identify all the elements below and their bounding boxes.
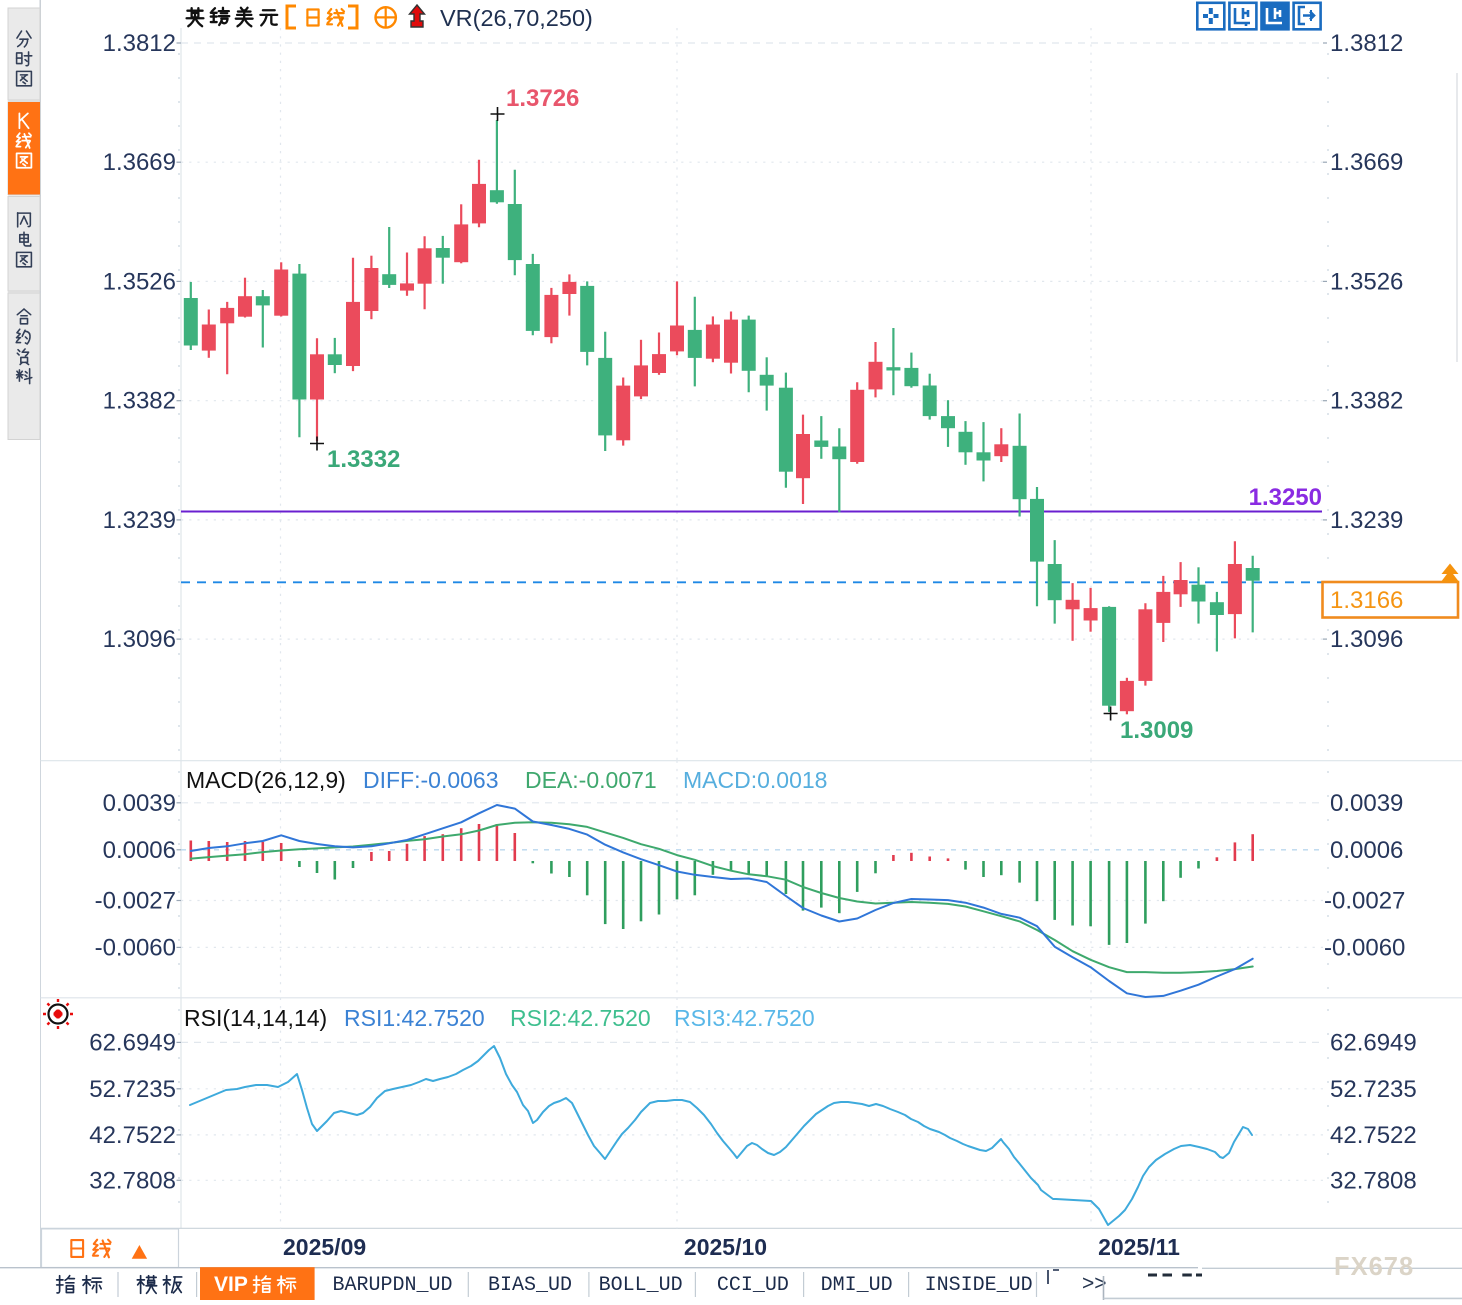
svg-text:2025/09: 2025/09 xyxy=(283,1234,366,1260)
svg-text:1.3096: 1.3096 xyxy=(103,626,176,653)
svg-text:-0.0027: -0.0027 xyxy=(95,888,176,915)
svg-text:1.3669: 1.3669 xyxy=(1330,149,1403,176)
svg-text:1.3382: 1.3382 xyxy=(103,388,176,415)
svg-text:1.3812: 1.3812 xyxy=(1330,30,1403,57)
svg-text:42.7522: 42.7522 xyxy=(89,1122,176,1149)
svg-text:RSI(14,14,14): RSI(14,14,14) xyxy=(184,1005,327,1031)
svg-text:2025/10: 2025/10 xyxy=(684,1234,767,1260)
svg-text:>>: >> xyxy=(1082,1272,1107,1295)
svg-text:0.0006: 0.0006 xyxy=(103,837,176,864)
svg-text:1.3239: 1.3239 xyxy=(103,507,176,534)
svg-text:DMI_UD: DMI_UD xyxy=(821,1274,893,1297)
svg-text:FX678: FX678 xyxy=(1334,1253,1414,1281)
svg-text:62.6949: 62.6949 xyxy=(89,1029,176,1056)
svg-text:-0.0060: -0.0060 xyxy=(95,934,176,961)
svg-text:MACD:0.0018: MACD:0.0018 xyxy=(683,767,827,793)
svg-text:-0.0060: -0.0060 xyxy=(1324,934,1405,961)
svg-text:1.3009: 1.3009 xyxy=(1120,717,1193,744)
svg-text:1.3382: 1.3382 xyxy=(1330,388,1403,415)
svg-text:1.3166: 1.3166 xyxy=(1330,587,1403,614)
svg-text:VR(26,70,250): VR(26,70,250) xyxy=(440,5,593,31)
svg-text:MACD(26,12,9): MACD(26,12,9) xyxy=(186,767,346,793)
svg-text:1.3250: 1.3250 xyxy=(1249,484,1322,511)
svg-text:2025/11: 2025/11 xyxy=(1098,1234,1180,1260)
svg-text:-0.0027: -0.0027 xyxy=(1324,888,1405,915)
svg-text:RSI3:42.7520: RSI3:42.7520 xyxy=(674,1005,815,1031)
svg-text:42.7522: 42.7522 xyxy=(1330,1122,1417,1149)
svg-text:1.3726: 1.3726 xyxy=(506,85,579,112)
svg-text:BARUPDN_UD: BARUPDN_UD xyxy=(332,1274,452,1297)
svg-text:INSIDE_UD: INSIDE_UD xyxy=(925,1274,1033,1297)
svg-text:1.3526: 1.3526 xyxy=(1330,268,1403,295)
svg-text:52.7235: 52.7235 xyxy=(1330,1076,1417,1103)
svg-text:1.3096: 1.3096 xyxy=(1330,626,1403,653)
svg-text:1.3526: 1.3526 xyxy=(103,268,176,295)
svg-text:VIP: VIP xyxy=(214,1273,248,1296)
svg-text:BIAS_UD: BIAS_UD xyxy=(488,1274,572,1297)
svg-text:RSI1:42.7520: RSI1:42.7520 xyxy=(344,1005,485,1031)
svg-text:52.7235: 52.7235 xyxy=(89,1076,176,1103)
svg-text:RSI2:42.7520: RSI2:42.7520 xyxy=(510,1005,651,1031)
svg-text:1.3669: 1.3669 xyxy=(103,149,176,176)
svg-text:1.3812: 1.3812 xyxy=(103,30,176,57)
svg-text:0.0039: 0.0039 xyxy=(103,790,176,817)
svg-text:CCI_UD: CCI_UD xyxy=(717,1274,789,1297)
svg-text:1.3239: 1.3239 xyxy=(1330,507,1403,534)
svg-text:0.0039: 0.0039 xyxy=(1330,790,1403,817)
svg-text:62.6949: 62.6949 xyxy=(1330,1029,1417,1056)
svg-text:DIFF:-0.0063: DIFF:-0.0063 xyxy=(363,767,499,793)
svg-text:BOLL_UD: BOLL_UD xyxy=(599,1274,683,1297)
svg-text:DEA:-0.0071: DEA:-0.0071 xyxy=(525,767,657,793)
svg-text:0.0006: 0.0006 xyxy=(1330,837,1403,864)
svg-text:1.3332: 1.3332 xyxy=(327,446,400,473)
svg-text:32.7808: 32.7808 xyxy=(1330,1167,1417,1194)
svg-text:32.7808: 32.7808 xyxy=(89,1167,176,1194)
